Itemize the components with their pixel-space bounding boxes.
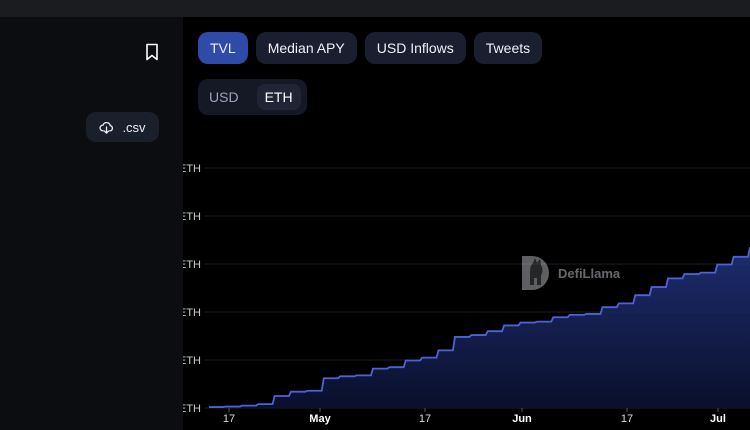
x-tick-label: Jun (512, 413, 532, 425)
top-bar (0, 0, 750, 17)
tab-tvl[interactable]: TVL (198, 32, 248, 64)
y-tick-label: ETH (183, 403, 201, 415)
toggle-usd[interactable]: USD (209, 89, 239, 105)
y-tick-label: ETH (183, 355, 201, 367)
x-tick-label: Jul (710, 413, 726, 425)
csv-label: .csv (122, 119, 146, 135)
tvl-area (209, 247, 750, 408)
x-tick-label: 17 (223, 413, 235, 425)
toggle-eth[interactable]: ETH (256, 84, 301, 110)
x-tick-label: 17 (621, 413, 633, 425)
y-tick-label: ETH (183, 259, 201, 271)
tvl-line (209, 247, 750, 408)
y-tick-label: ETH (183, 211, 201, 223)
bookmark-icon[interactable] (144, 43, 160, 61)
tvl-chart: ETH ETH ETH ETH ETH ETH 17 May 17 Jun 17 Jul (183, 163, 750, 425)
watermark-text: DefiLlama (558, 265, 621, 281)
currency-toggle: USD ETH (198, 79, 307, 115)
llama-logo-icon (522, 256, 549, 290)
chart-tabs: TVL Median APY USD Inflows Tweets (198, 32, 543, 64)
tab-usd-inflows[interactable]: USD Inflows (364, 32, 466, 64)
download-csv-button[interactable]: .csv (86, 112, 159, 142)
y-tick-label: ETH (183, 163, 201, 175)
tab-tweets[interactable]: Tweets (473, 32, 543, 64)
sidebar (0, 17, 183, 430)
x-tick-label: May (309, 413, 331, 425)
tab-median-apy[interactable]: Median APY (255, 32, 357, 64)
defillama-watermark: DefiLlama (518, 254, 620, 292)
y-tick-label: ETH (183, 307, 201, 319)
x-tick-label: 17 (419, 413, 431, 425)
cloud-download-icon (99, 121, 114, 134)
